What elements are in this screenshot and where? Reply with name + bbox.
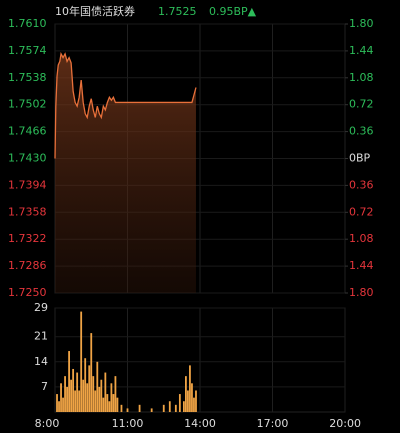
volume-bar: [100, 379, 103, 412]
volume-bar: [66, 386, 68, 412]
volume-bar: [56, 394, 58, 412]
volume-bar: [88, 365, 91, 412]
volume-bar: [80, 311, 83, 412]
volume-bar: [74, 390, 77, 412]
volume-bar: [150, 408, 153, 412]
volume-bar: [62, 397, 64, 412]
y2-tick-label: 1.44: [349, 259, 374, 272]
volume-bar: [98, 386, 101, 412]
y-tick-label: 7: [41, 380, 48, 393]
volume-bar: [84, 358, 87, 412]
area-fill: [55, 53, 196, 293]
volume-bar: [68, 351, 70, 412]
volume-bar: [102, 397, 105, 412]
y2-tick-label: 0.72: [349, 98, 374, 111]
y-tick-label: 1.7250: [8, 286, 47, 299]
volume-bar: [90, 333, 93, 412]
price-line: [54, 51, 197, 159]
x-tick-label: 14:00: [184, 417, 216, 430]
volume-bar: [72, 368, 75, 412]
volume-bar: [110, 383, 113, 412]
volume-bar: [120, 404, 123, 412]
y-tick-label: 1.7466: [8, 125, 47, 138]
volume-bar: [104, 372, 107, 412]
volume-bar: [106, 394, 109, 412]
volume-bar: [60, 383, 62, 412]
y-tick-label: 1.7574: [8, 44, 47, 57]
volume-bar: [70, 379, 73, 412]
volume-bar: [78, 390, 81, 412]
y-tick-label: 14: [34, 355, 48, 368]
volume-bar: [112, 394, 115, 412]
volume-bar: [185, 376, 187, 412]
volume-bar: [82, 379, 85, 412]
volume-bar: [162, 404, 165, 412]
y-tick-label: 1.7322: [8, 232, 47, 245]
volume-bar: [108, 401, 111, 412]
last-value: 1.7525: [158, 5, 197, 18]
x-tick-label: 20:00: [329, 417, 361, 430]
y-tick-label: 1.7610: [8, 17, 47, 30]
y2-tick-label: 0.72: [349, 205, 374, 218]
volume-bar: [58, 401, 60, 412]
volume-bar: [116, 397, 119, 412]
volume-bar: [191, 383, 193, 412]
y-tick-label: 29: [34, 301, 48, 314]
volume-bar: [92, 376, 95, 412]
volume-bar: [168, 401, 171, 412]
volume-bar: [178, 394, 181, 412]
volume-bar: [138, 404, 141, 412]
y-tick-label: 1.7430: [8, 152, 47, 165]
x-tick-label: 8:00: [35, 417, 60, 430]
y2-tick-label: 1.80: [349, 17, 374, 30]
y-tick-label: 1.7538: [8, 71, 47, 84]
y2-tick-label: 0.36: [349, 125, 374, 138]
y2-tick-label: 1.08: [349, 71, 374, 84]
y-tick-label: 1.7502: [8, 98, 47, 111]
volume-bar: [126, 408, 129, 412]
y-tick-label: 1.7286: [8, 259, 47, 272]
y-tick-label: 1.7358: [8, 205, 47, 218]
y-tick-label: 21: [34, 330, 48, 343]
change: 0.95BP▲: [209, 5, 257, 18]
volume-bar: [86, 383, 89, 412]
x-tick-label: 11:00: [112, 417, 144, 430]
volume-bar: [195, 390, 197, 412]
chart-title: 10年国债活跃券: [55, 4, 135, 18]
volume-bar: [76, 372, 79, 412]
volume-bar: [189, 365, 191, 412]
volume-bar: [114, 376, 117, 412]
x-tick-label: 17:00: [257, 417, 289, 430]
volume-bar: [187, 390, 189, 412]
y2-tick-label: 0.36: [349, 178, 374, 191]
volume-bar: [64, 376, 66, 412]
volume-bar: [174, 404, 177, 412]
y2-tick-label: 1.08: [349, 232, 374, 245]
y2-tick-label: 0BP: [349, 152, 371, 165]
volume-bar: [94, 390, 97, 412]
volume-bar: [96, 361, 99, 412]
y-tick-label: 1.7394: [8, 178, 47, 191]
y2-tick-label: 1.44: [349, 44, 374, 57]
volume-bar: [193, 397, 195, 412]
y2-tick-label: 1.80: [349, 286, 374, 299]
volume-bar: [182, 401, 185, 412]
